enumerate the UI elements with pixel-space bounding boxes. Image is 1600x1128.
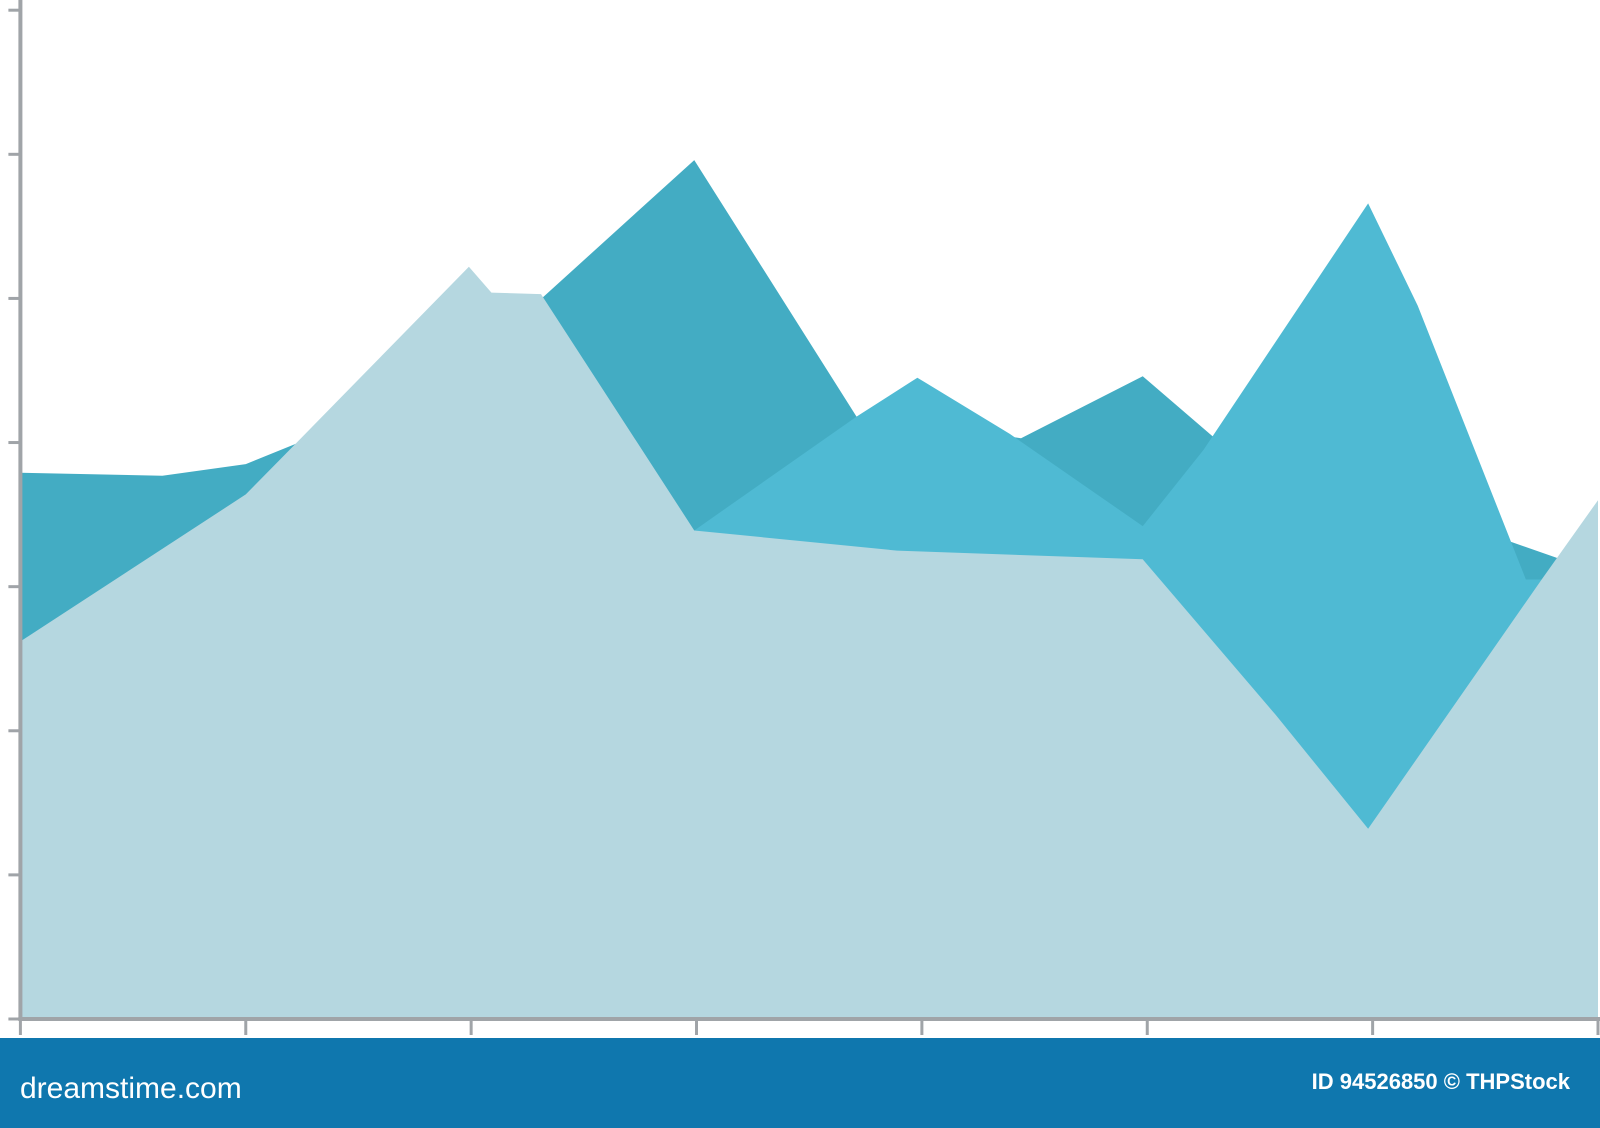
footer-site: dreamstime.com [20,1072,242,1105]
footer-id: ID 94526850 © THPStock [1312,1069,1571,1094]
footer-band [0,1038,1600,1128]
plot-area [8,0,1600,1035]
area [20,266,1598,1020]
